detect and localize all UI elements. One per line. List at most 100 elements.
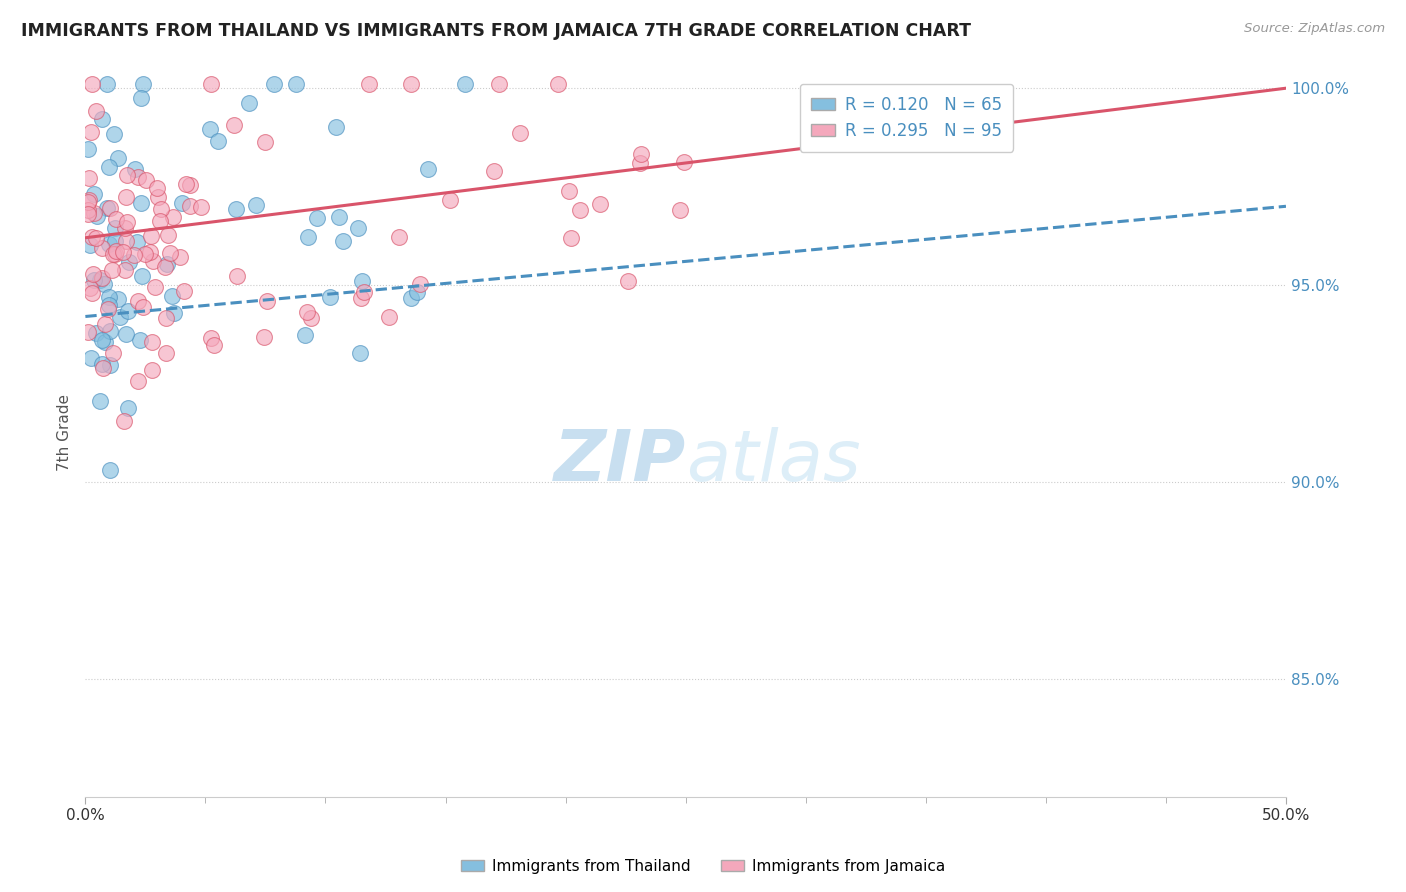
- Point: [117, 401, 139, 416]
- Point: [256, 294, 278, 309]
- Point: [263, 77, 285, 91]
- Point: [416, 162, 439, 177]
- Point: [157, 228, 180, 243]
- Point: [104, 212, 127, 227]
- Point: [134, 247, 156, 261]
- Point: [488, 77, 510, 91]
- Point: [90, 271, 112, 285]
- Point: [98, 358, 121, 372]
- Point: [560, 231, 582, 245]
- Text: Source: ZipAtlas.com: Source: ZipAtlas.com: [1244, 22, 1385, 36]
- Point: [93, 277, 115, 291]
- Point: [454, 77, 477, 91]
- Point: [146, 181, 169, 195]
- Point: [127, 293, 149, 308]
- Point: [90, 333, 112, 347]
- Point: [131, 300, 153, 314]
- Point: [86, 209, 108, 223]
- Point: [98, 201, 121, 215]
- Point: [245, 198, 267, 212]
- Point: [104, 221, 127, 235]
- Point: [97, 301, 120, 316]
- Point: [190, 200, 212, 214]
- Point: [79, 171, 101, 186]
- Point: [589, 197, 612, 211]
- Point: [114, 189, 136, 203]
- Point: [179, 199, 201, 213]
- Point: [409, 277, 432, 291]
- Point: [97, 298, 120, 312]
- Point: [83, 206, 105, 220]
- Point: [94, 317, 117, 331]
- Point: [96, 77, 118, 91]
- Point: [172, 196, 194, 211]
- Point: [80, 286, 103, 301]
- Point: [135, 173, 157, 187]
- Point: [319, 290, 342, 304]
- Point: [353, 285, 375, 299]
- Point: [297, 229, 319, 244]
- Point: [103, 127, 125, 141]
- Point: [139, 244, 162, 259]
- Point: [295, 304, 318, 318]
- Point: [114, 263, 136, 277]
- Point: [76, 206, 98, 220]
- Point: [347, 220, 370, 235]
- Point: [207, 135, 229, 149]
- Point: [98, 290, 121, 304]
- Point: [124, 162, 146, 177]
- Point: [111, 245, 134, 260]
- Point: [79, 281, 101, 295]
- Point: [76, 325, 98, 339]
- Point: [349, 346, 371, 360]
- Point: [83, 273, 105, 287]
- Point: [378, 310, 401, 324]
- Point: [77, 142, 100, 156]
- Text: atlas: atlas: [686, 427, 860, 496]
- Point: [672, 154, 695, 169]
- Point: [225, 202, 247, 216]
- Point: [89, 273, 111, 287]
- Point: [94, 335, 117, 350]
- Point: [238, 95, 260, 110]
- Point: [107, 151, 129, 165]
- Point: [80, 230, 103, 244]
- Point: [173, 284, 195, 298]
- Point: [325, 120, 347, 134]
- Point: [91, 241, 114, 255]
- Point: [200, 77, 222, 91]
- Text: ZIP: ZIP: [554, 427, 686, 496]
- Point: [332, 234, 354, 248]
- Point: [139, 228, 162, 243]
- Point: [253, 135, 276, 149]
- Point: [107, 292, 129, 306]
- Point: [76, 203, 98, 218]
- Point: [103, 246, 125, 260]
- Point: [299, 310, 322, 325]
- Point: [350, 291, 373, 305]
- Text: IMMIGRANTS FROM THAILAND VS IMMIGRANTS FROM JAMAICA 7TH GRADE CORRELATION CHART: IMMIGRANTS FROM THAILAND VS IMMIGRANTS F…: [21, 22, 972, 40]
- Point: [616, 274, 638, 288]
- Point: [104, 234, 127, 248]
- Point: [79, 194, 101, 208]
- Point: [162, 211, 184, 225]
- Point: [91, 360, 114, 375]
- Point: [105, 244, 128, 258]
- Y-axis label: 7th Grade: 7th Grade: [58, 394, 72, 471]
- Point: [159, 245, 181, 260]
- Point: [79, 238, 101, 252]
- Point: [96, 201, 118, 215]
- Point: [148, 190, 170, 204]
- Point: [148, 214, 170, 228]
- Point: [484, 164, 506, 178]
- Point: [225, 269, 247, 284]
- Point: [98, 160, 121, 174]
- Point: [162, 289, 184, 303]
- Point: [129, 196, 152, 211]
- Point: [630, 147, 652, 161]
- Point: [200, 331, 222, 345]
- Point: [115, 326, 138, 341]
- Point: [108, 310, 131, 325]
- Point: [294, 328, 316, 343]
- Point: [80, 125, 103, 139]
